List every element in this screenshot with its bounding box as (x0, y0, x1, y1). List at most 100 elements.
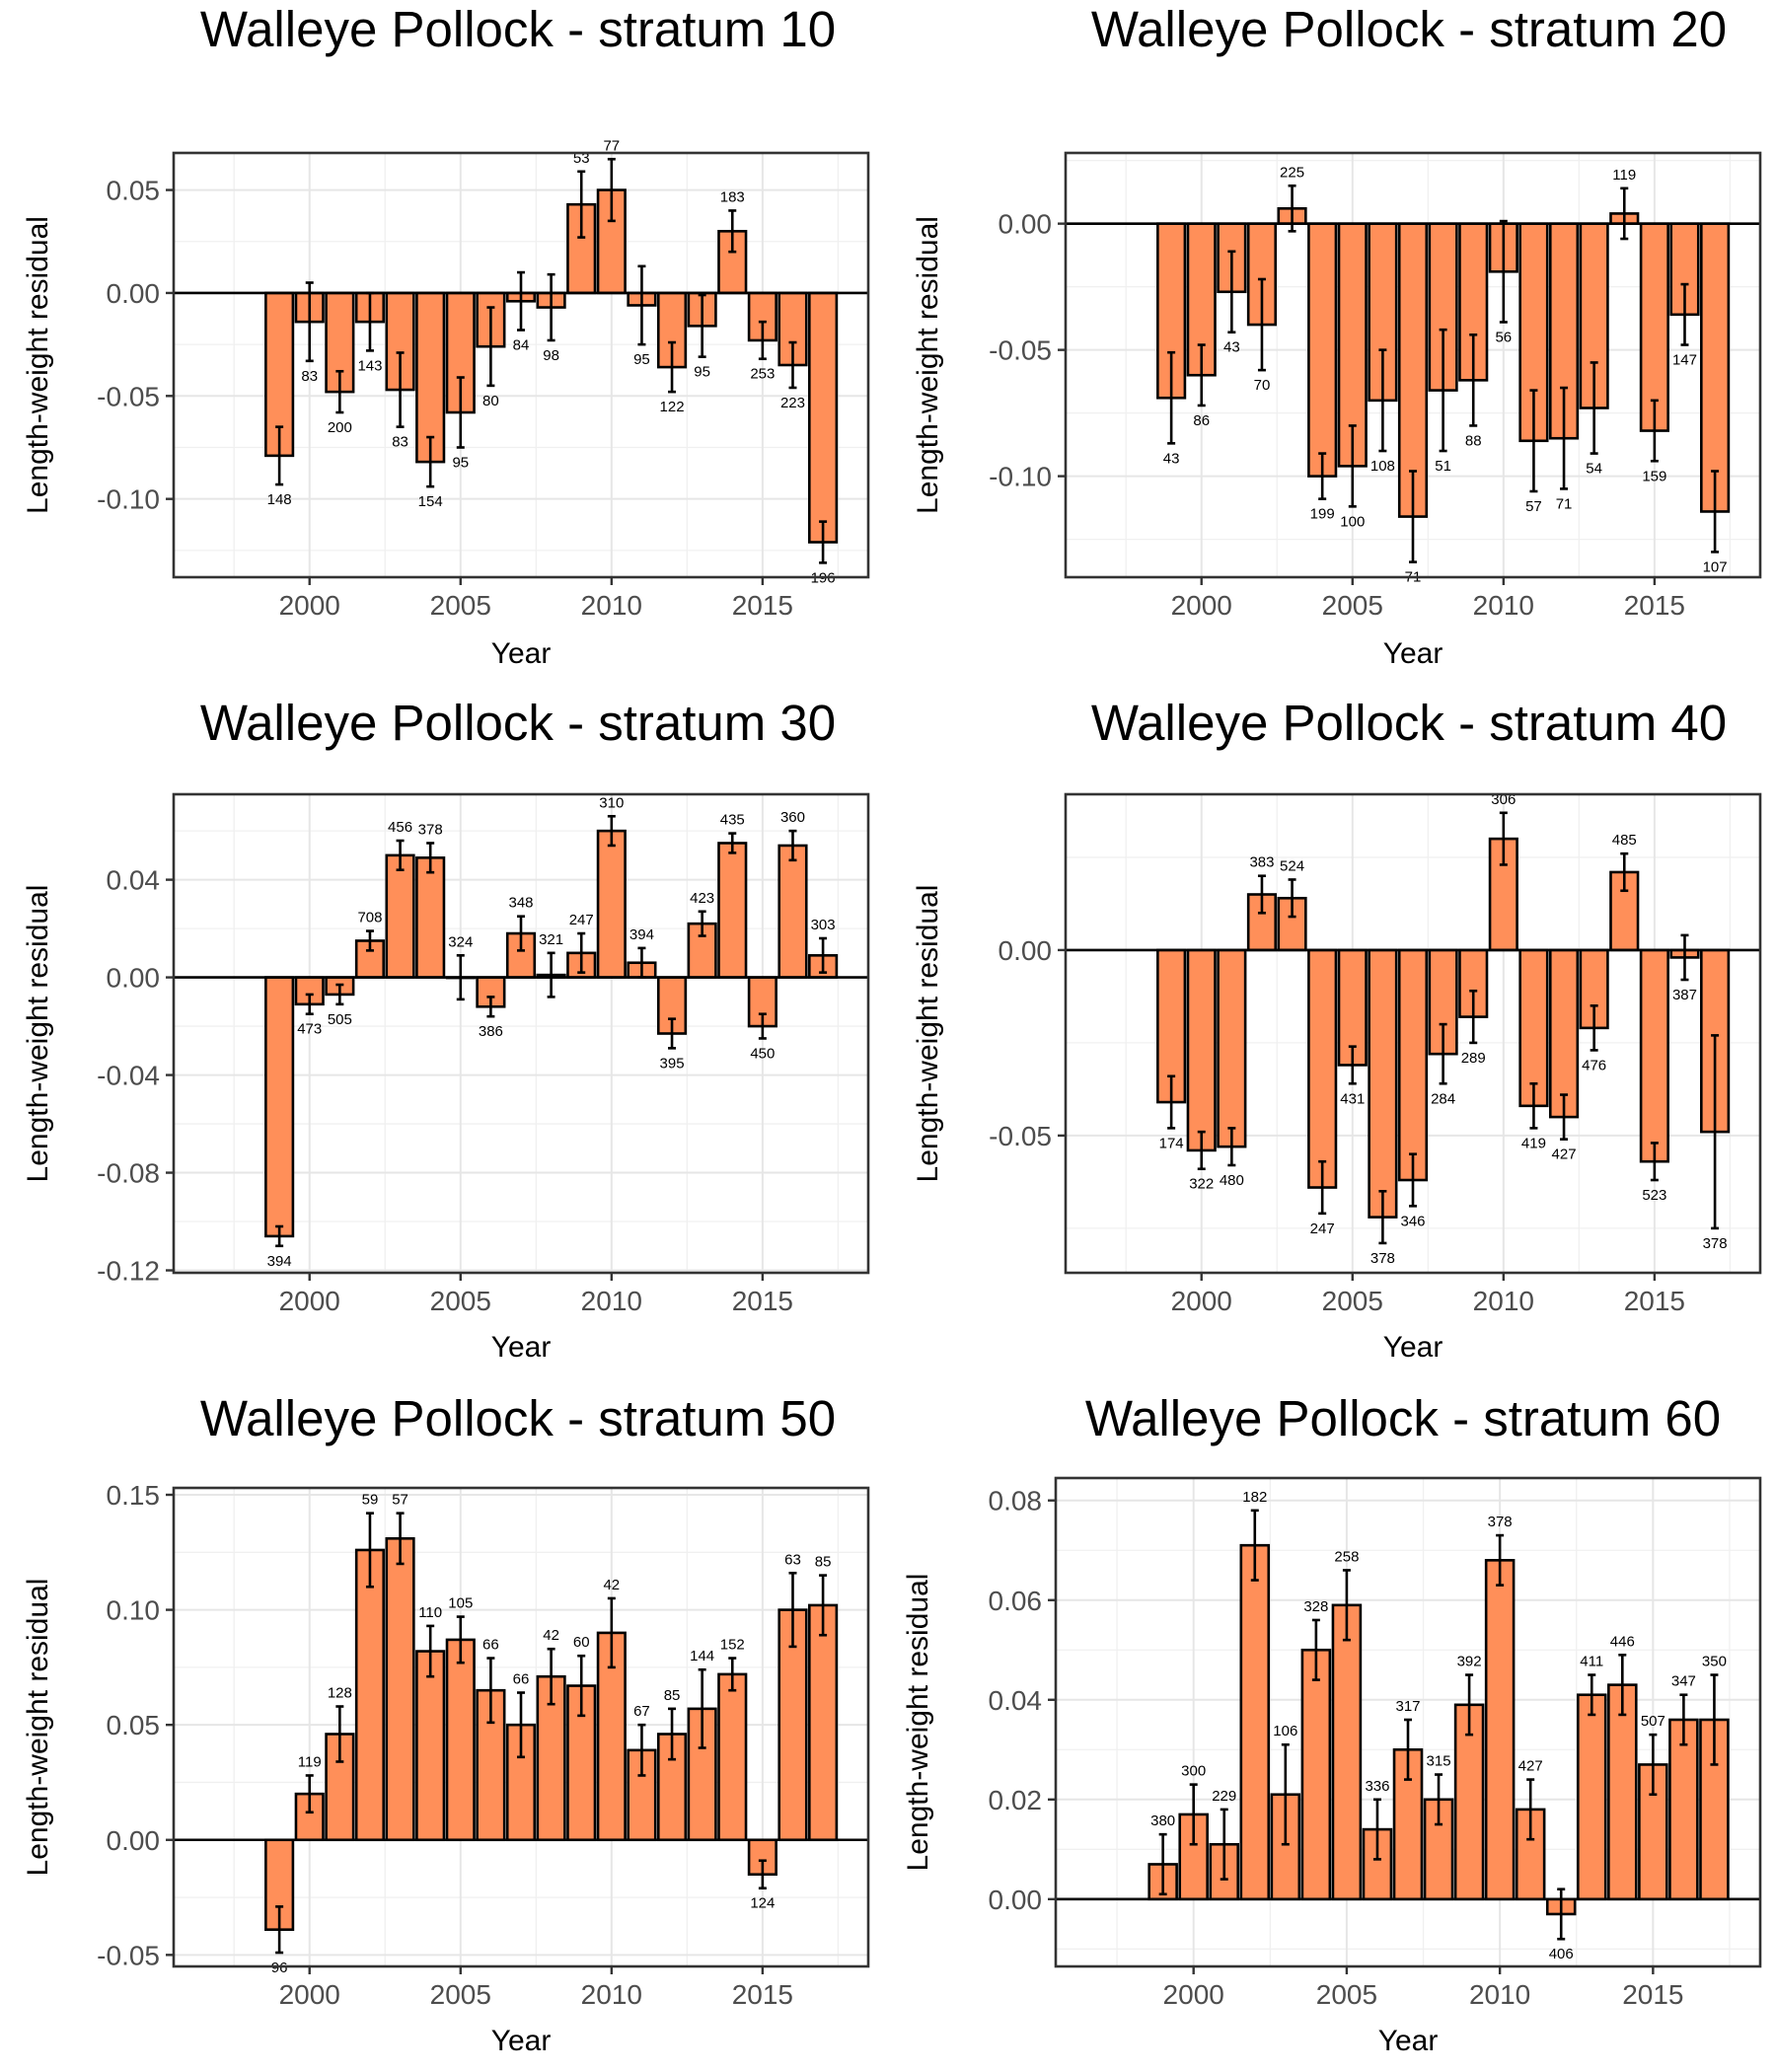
x-axis-label: Year (1383, 1331, 1443, 1364)
error-bar-2004 (1318, 1159, 1327, 1216)
panel-border (1064, 151, 1762, 579)
error-bar-2009 (1469, 989, 1478, 1045)
sample-size-label-2016: 63 (784, 1551, 801, 1568)
x-tick-label: 2015 (732, 1286, 793, 1316)
bar-2001 (1217, 948, 1247, 1148)
bar-2014 (717, 1672, 748, 1842)
error-bar-2015 (1650, 399, 1659, 463)
error-bar-2002 (365, 291, 374, 352)
y-tick-label: 0.00 (107, 1825, 161, 1856)
sample-size-label-2011: 95 (633, 351, 650, 368)
error-bar-1999 (275, 1224, 284, 1248)
x-axis-label: Year (1378, 2025, 1439, 2057)
error-bar-1999 (1158, 1832, 1167, 1896)
error-bar-2000 (1197, 343, 1206, 407)
x-axis-label: Year (491, 2025, 552, 2057)
sample-size-label-2016: 147 (1672, 352, 1697, 369)
x-tick-label: 2000 (1163, 1979, 1224, 2010)
error-bar-2003 (396, 351, 405, 428)
sample-size-label-2005: 100 (1340, 513, 1365, 530)
error-bar-2015 (758, 1859, 767, 1890)
x-tick-label: 2005 (430, 1286, 491, 1316)
sample-size-label-2003: 225 (1280, 164, 1304, 181)
y-tick-label: 0.08 (989, 1486, 1043, 1517)
sample-size-label-2005: 324 (448, 933, 473, 950)
error-bar-2016 (788, 1571, 797, 1649)
x-axis-label: Year (491, 1331, 552, 1364)
y-tick-label: 0.05 (107, 176, 161, 206)
sample-size-label-2014: 485 (1612, 832, 1637, 849)
sample-size-label-2000: 83 (301, 368, 318, 385)
error-bar-2006 (1378, 348, 1387, 453)
sample-size-label-2011: 67 (633, 1703, 650, 1720)
bar-2004 (1307, 222, 1338, 478)
error-bar-2014 (1618, 1654, 1627, 1717)
error-bar-2004 (426, 435, 435, 488)
error-bar-2014 (728, 1657, 737, 1692)
x-tick-label: 2000 (1171, 1286, 1232, 1316)
error-bar-2006 (486, 1657, 495, 1725)
sample-size-label-2000: 119 (298, 1753, 322, 1770)
panel-border (172, 151, 870, 579)
sample-size-label-2012: 85 (664, 1687, 681, 1704)
sample-size-label-2012: 122 (660, 399, 685, 415)
sample-size-label-2007: 348 (508, 895, 533, 912)
x-tick-label: 2015 (732, 590, 793, 621)
y-axis-label: Length-weight residual (22, 885, 54, 1183)
y-tick-label: -0.05 (97, 1940, 160, 1970)
sample-size-label-2015: 507 (1641, 1713, 1665, 1730)
sample-size-label-2005: 258 (1334, 1548, 1359, 1565)
sample-size-label-2016: 360 (780, 809, 805, 826)
minor-gridlines (1066, 794, 1760, 1273)
panel-3: 394 473 505 708 456 378 324 386 348 321 247 310 394 3… (22, 695, 870, 1364)
sample-size-label-2014: 435 (720, 812, 745, 829)
x-tick-label: 2010 (1473, 590, 1534, 621)
x-tick-label: 2000 (279, 1979, 340, 2010)
error-bar-2015 (1649, 1733, 1658, 1797)
y-tick-label: -0.12 (97, 1256, 160, 1287)
sample-size-label-2011: 427 (1518, 1758, 1543, 1775)
error-bar-2012 (668, 340, 677, 394)
error-bar-1999 (275, 1905, 284, 1955)
y-tick-label: 0.05 (107, 1710, 161, 1740)
x-tick-label: 2015 (1624, 590, 1685, 621)
y-tick-label: 0.00 (999, 935, 1053, 966)
y-tick-label: 0.04 (107, 865, 161, 896)
sample-size-label-2009: 289 (1461, 1050, 1486, 1067)
y-axis: -0.12 -0.08 -0.04 0.00 0.04 (97, 865, 174, 1287)
panel-title: Walleye Pollock - stratum 60 (1085, 1390, 1721, 1446)
sample-size-label-2008: 284 (1431, 1090, 1455, 1107)
bar-2006 (1368, 948, 1398, 1219)
sample-size-label-2012: 427 (1552, 1147, 1577, 1163)
panel-title: Walleye Pollock - stratum 20 (1091, 1, 1727, 57)
error-bar-2008 (1435, 1773, 1443, 1826)
bar-2000 (1186, 948, 1217, 1152)
sample-size-label-2000: 300 (1181, 1763, 1206, 1780)
sample-size-label-2011: 57 (1525, 498, 1542, 515)
sample-size-label-2002: 143 (357, 357, 382, 374)
error-bar-2007 (1404, 1718, 1412, 1781)
sample-size-labels: 380 300 229 182 106 328 258 336 317 315 392 378 427 4… (1150, 1489, 1727, 1962)
error-bar-2013 (698, 910, 706, 937)
error-bar-2009 (1469, 333, 1478, 427)
sample-size-label-2013: 411 (1580, 1654, 1603, 1670)
sample-size-label-2015: 159 (1642, 468, 1666, 484)
sample-size-label-2015: 523 (1642, 1187, 1666, 1204)
error-bar-2007 (1409, 470, 1417, 563)
sample-size-label-2011: 419 (1521, 1135, 1546, 1151)
sample-size-label-2007: 317 (1395, 1698, 1420, 1715)
error-bar-2001 (335, 1705, 344, 1763)
error-bar-2005 (456, 376, 465, 449)
sample-size-label-2002: 383 (1249, 854, 1274, 871)
x-tick-label: 2015 (1622, 1979, 1683, 2010)
error-bar-2017 (819, 1574, 828, 1637)
sample-size-label-1999: 148 (267, 491, 292, 508)
error-bar-2014 (728, 832, 737, 854)
error-bar-2016 (788, 340, 797, 390)
sample-size-label-2009: 60 (573, 1634, 590, 1651)
sample-size-label-2016: 223 (780, 395, 805, 411)
sample-size-label-2002: 182 (1242, 1489, 1267, 1506)
error-bar-2002 (365, 1512, 374, 1589)
